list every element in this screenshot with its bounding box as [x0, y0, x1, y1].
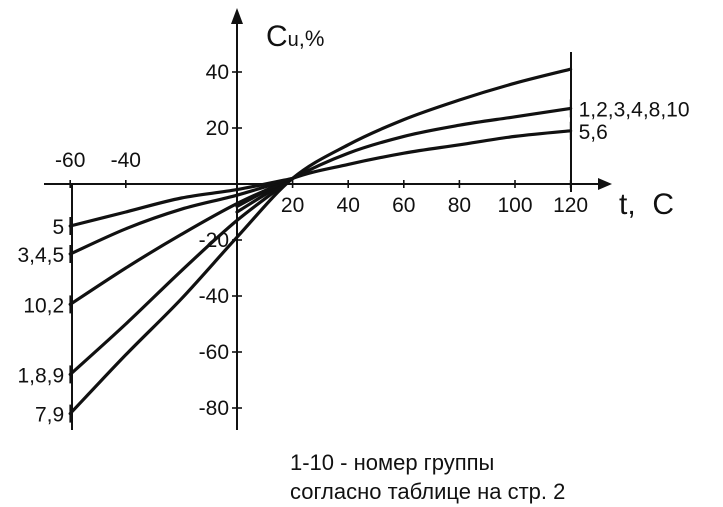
y-axis-arrow: [231, 8, 243, 24]
x-tick-label: 120: [553, 194, 588, 217]
y-axis-label: Cu,%: [266, 20, 324, 53]
y-tick-label: -80: [199, 397, 229, 420]
series-label: 7,9: [35, 404, 64, 427]
y-axis-label-sub: u: [288, 29, 299, 51]
labels: 7,9 1,2,3,4,8,105,6 1,8,9 10,2 3,4,5 5: [17, 98, 689, 426]
series-line: [68, 67, 573, 416]
x-tick-label: 60: [392, 194, 415, 217]
curves: [68, 67, 573, 416]
series-label: 5,6: [579, 121, 608, 144]
group-note: 1-10 - номер группы согласно таблице на …: [290, 448, 565, 506]
x-axis-arrow: [598, 178, 612, 190]
x-tick-label: 40: [337, 194, 360, 217]
y-axis-label-main: C: [266, 20, 288, 53]
y-tick-label: -40: [199, 285, 229, 308]
x-tick-label: 100: [497, 194, 532, 217]
x-tick-label: -60: [55, 149, 85, 172]
y-axis-label-suffix: ,%: [299, 26, 325, 51]
x-tick-label: 20: [281, 194, 304, 217]
y-tick-label: 20: [206, 117, 229, 140]
x-axis-label: t, C: [619, 188, 674, 221]
series-line: [68, 176, 295, 228]
series-label: 10,2: [23, 294, 64, 317]
y-tick-label: 40: [206, 61, 229, 84]
series-line: [68, 176, 295, 306]
series-line: [68, 176, 295, 376]
x-tick-label: 80: [448, 194, 471, 217]
group-note-line-2: согласно таблице на стр. 2: [290, 479, 566, 504]
series-line: [68, 176, 295, 256]
series-label: 3,4,5: [17, 244, 64, 267]
group-note-line-1: 1-10 - номер группы: [290, 450, 495, 475]
axes: [44, 8, 612, 430]
series-label: 5: [53, 216, 65, 239]
y-tick-label: -60: [199, 341, 229, 364]
x-tick-label: -40: [111, 149, 141, 172]
series-label: 1,2,3,4,8,10: [579, 98, 690, 121]
series-label: 1,8,9: [17, 364, 64, 387]
